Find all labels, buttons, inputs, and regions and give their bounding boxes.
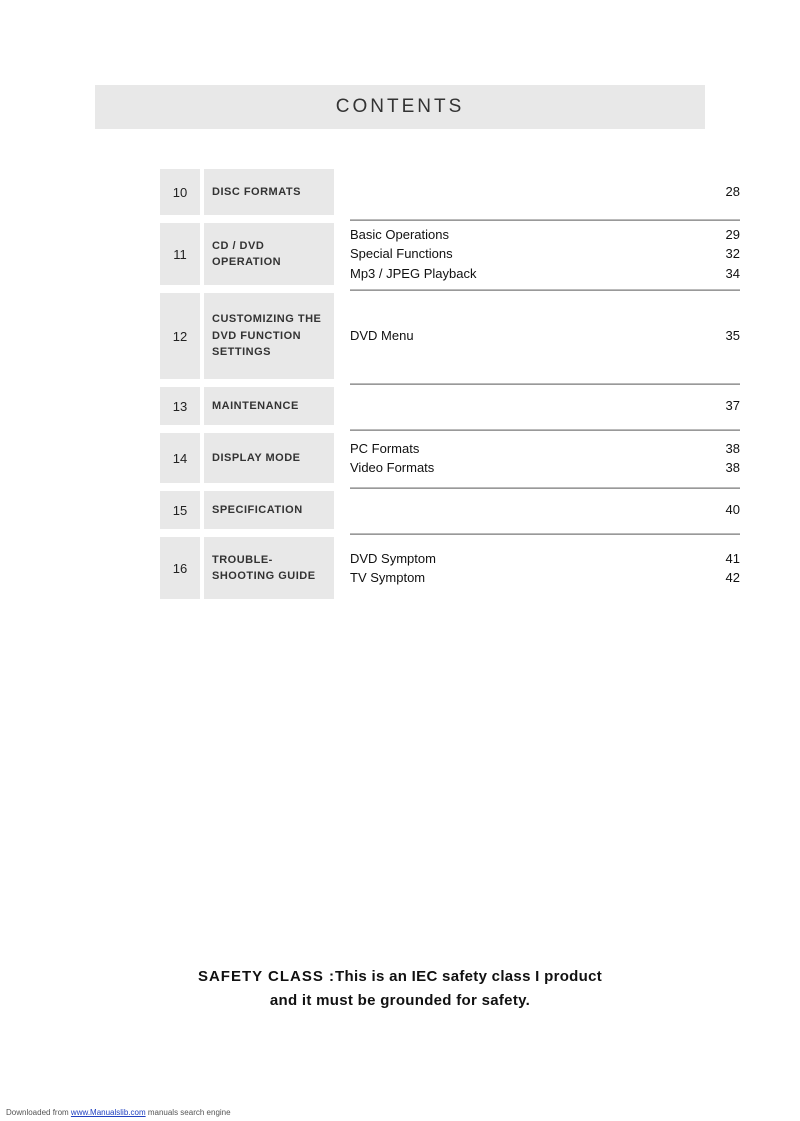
- section-number: 12: [160, 293, 200, 379]
- section-row: 10DISC FORMATS 28: [160, 169, 740, 215]
- sub-line: DVD Menu 35: [350, 326, 740, 346]
- sub-line: PC Formats 38: [350, 439, 740, 459]
- divider: [350, 429, 740, 431]
- section-number: 10: [160, 169, 200, 215]
- section-title: DISPLAY MODE: [204, 433, 334, 483]
- sub-line: 28: [350, 182, 740, 202]
- section-number: 15: [160, 491, 200, 529]
- footer-link[interactable]: www.Manualslib.com: [71, 1108, 146, 1117]
- section-subcol: DVD Symptom 41 TV Symptom 42: [334, 537, 740, 599]
- divider: [350, 383, 740, 385]
- section-number: 14: [160, 433, 200, 483]
- section-number: 16: [160, 537, 200, 599]
- footer-prefix: Downloaded from: [6, 1108, 71, 1117]
- sub-label: Mp3 / JPEG Playback: [350, 264, 476, 284]
- safety-line1: This is an IEC safety class I product: [335, 968, 602, 985]
- sub-label: Video Formats: [350, 458, 434, 478]
- sub-label: TV Symptom: [350, 568, 425, 588]
- sub-page: 42: [726, 568, 740, 588]
- section-title: CUSTOMIZING THE DVD FUNCTION SETTINGS: [204, 293, 334, 379]
- sub-page: 28: [726, 182, 740, 202]
- safety-line2: and it must be grounded for safety.: [270, 992, 530, 1009]
- contents-list: 10DISC FORMATS 28 11CD / DVD OPERATION Basi…: [160, 169, 740, 599]
- section-row: 14DISPLAY MODE PC Formats 38 Video Formats 3…: [160, 433, 740, 483]
- section-title: DISC FORMATS: [204, 169, 334, 215]
- sub-label: PC Formats: [350, 439, 419, 459]
- sub-page: 29: [726, 225, 740, 245]
- section-row: 11CD / DVD OPERATIONBasic Operations29Sp…: [160, 223, 740, 285]
- divider: [350, 533, 740, 535]
- safety-note: SAFETY CLASS :This is an IEC safety clas…: [0, 965, 800, 1013]
- sub-label: DVD Symptom: [350, 549, 436, 569]
- section-title: MAINTENANCE: [204, 387, 334, 425]
- section-title: TROUBLE- SHOOTING GUIDE: [204, 537, 334, 599]
- section-number: 13: [160, 387, 200, 425]
- sub-label: Basic Operations: [350, 225, 449, 245]
- sub-page: 34: [726, 264, 740, 284]
- section-row: 13MAINTENANCE 37: [160, 387, 740, 425]
- contents-header: CONTENTS: [95, 85, 705, 129]
- section-subcol: DVD Menu 35: [334, 293, 740, 379]
- section-number: 11: [160, 223, 200, 285]
- sub-label: DVD Menu: [350, 326, 414, 346]
- sub-line: 37: [350, 396, 740, 416]
- divider: [350, 219, 740, 221]
- section-row: 16TROUBLE- SHOOTING GUIDEDVD Symptom41TV…: [160, 537, 740, 599]
- sub-page: 32: [726, 244, 740, 264]
- section-row: 15SPECIFICATION 40: [160, 491, 740, 529]
- sub-line: Special Functions 32: [350, 244, 740, 264]
- section-subcol: 40: [334, 491, 740, 529]
- sub-line: Video Formats 38: [350, 458, 740, 478]
- sub-label: Special Functions: [350, 244, 453, 264]
- sub-line: Mp3 / JPEG Playback 34: [350, 264, 740, 284]
- sub-page: 38: [726, 458, 740, 478]
- sub-page: 35: [726, 326, 740, 346]
- sub-page: 40: [726, 500, 740, 520]
- section-subcol: Basic Operations29Special Functions32Mp3…: [334, 223, 740, 285]
- sub-line: TV Symptom 42: [350, 568, 740, 588]
- section-row: 12CUSTOMIZING THE DVD FUNCTION SETTINGS D…: [160, 293, 740, 379]
- footer-suffix: manuals search engine: [146, 1108, 231, 1117]
- sub-page: 37: [726, 396, 740, 416]
- section-subcol: PC Formats 38 Video Formats 38: [334, 433, 740, 483]
- divider: [350, 289, 740, 291]
- sub-page: 41: [726, 549, 740, 569]
- sub-line: 40: [350, 500, 740, 520]
- sub-line: Basic Operations 29: [350, 225, 740, 245]
- section-title: SPECIFICATION: [204, 491, 334, 529]
- sub-line: DVD Symptom 41: [350, 549, 740, 569]
- section-subcol: 28: [334, 169, 740, 215]
- sub-page: 38: [726, 439, 740, 459]
- safety-label: SAFETY CLASS :: [198, 968, 335, 985]
- divider: [350, 487, 740, 489]
- section-title: CD / DVD OPERATION: [204, 223, 334, 285]
- section-subcol: 37: [334, 387, 740, 425]
- download-footer: Downloaded from www.Manualslib.com manua…: [6, 1108, 231, 1117]
